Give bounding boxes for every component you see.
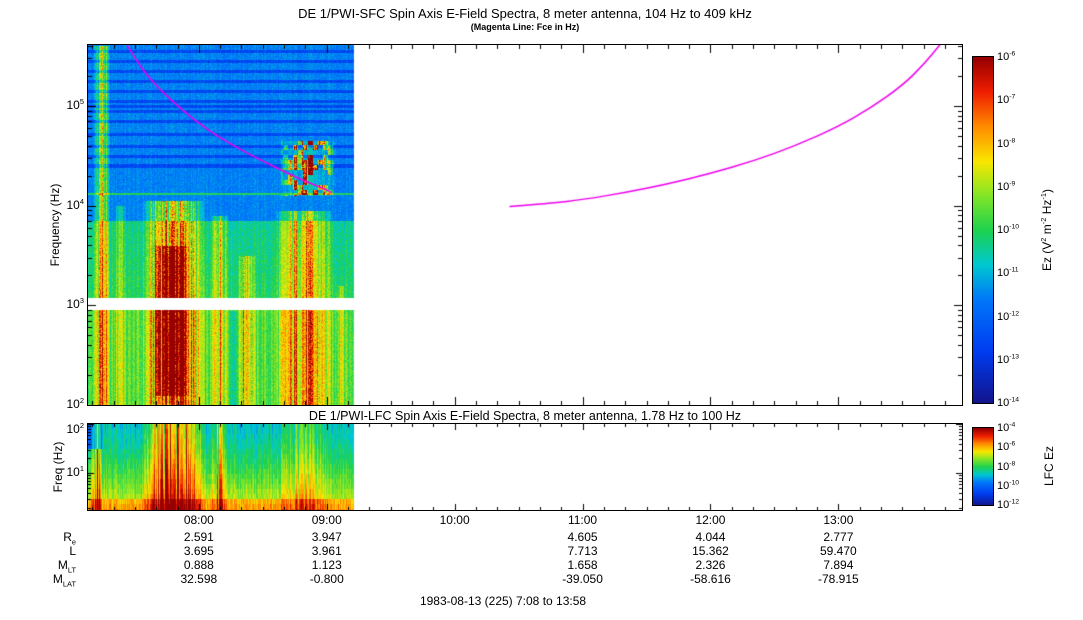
time-tick-label: 13:00 [823, 513, 854, 527]
lfc-spectrogram-canvas [88, 424, 962, 510]
time-tick-label: 08:00 [183, 513, 214, 527]
lfc-title: DE 1/PWI-LFC Spin Axis E-Field Spectra, … [308, 409, 742, 423]
sfc-ylabel: Frequency (Hz) [48, 183, 62, 267]
ephemeris-value: 1.123 [311, 558, 342, 572]
ephemeris-value: -0.800 [309, 572, 344, 586]
sfc-colorbar-label: Ez (V2 m-2 Hz-1) [1039, 188, 1054, 272]
figure-footer: 1983-08-13 (225) 7:08 to 13:58 [419, 594, 587, 608]
sfc-title: DE 1/PWI-SFC Spin Axis E-Field Spectra, … [298, 6, 752, 21]
lfc-colorbar-tick-label: 10-4 [997, 421, 1016, 434]
lfc-ytick-label: 102 [66, 421, 85, 436]
lfc-colorbar-tick-label: 10-10 [997, 479, 1020, 492]
ephemeris-value: -78.915 [818, 572, 859, 586]
ephemeris-value: 0.888 [183, 558, 214, 572]
ephemeris-value: 7.713 [567, 544, 598, 558]
ephemeris-row-label: L [69, 544, 76, 558]
sfc-colorbar-tick-label: 10-11 [997, 266, 1019, 280]
ephemeris-value: 2.777 [823, 530, 854, 544]
ephemeris-value: 4.605 [567, 530, 598, 544]
lfc-colorbar [972, 427, 994, 506]
sfc-panel [87, 44, 963, 406]
sfc-colorbar-tick-label: 10-6 [997, 50, 1016, 63]
ephemeris-value: 3.947 [311, 530, 342, 544]
sfc-ytick-label: 103 [66, 296, 85, 312]
ephemeris-value: 1.658 [567, 558, 598, 572]
sfc-colorbar-tick-label: 10-14 [997, 396, 1020, 409]
ephemeris-value: 3.695 [183, 544, 214, 558]
sfc-colorbar-tick-label: 10-8 [997, 136, 1016, 150]
ephemeris-value: 7.894 [823, 558, 854, 572]
lfc-colorbar-tick-label: 10-12 [997, 498, 1020, 511]
lfc-panel [87, 423, 963, 511]
ephemeris-value: -39.050 [562, 572, 603, 586]
sfc-ytick-label: 102 [66, 396, 85, 411]
sfc-colorbar-tick-label: 10-12 [997, 309, 1020, 323]
sfc-colorbar-tick-label: 10-7 [997, 93, 1016, 107]
sfc-subtitle: (Magenta Line: Fce in Hz) [470, 22, 580, 32]
sfc-colorbar [972, 56, 994, 404]
time-tick-label: 11:00 [567, 513, 598, 527]
lfc-colorbar-label: LFC Ez [1042, 445, 1056, 487]
ephemeris-value: 2.326 [695, 558, 726, 572]
ephemeris-value: -58.616 [690, 572, 731, 586]
sfc-colorbar-tick-label: 10-10 [997, 223, 1020, 236]
sfc-spectrogram-canvas [88, 45, 962, 405]
sfc-ytick-label: 104 [66, 196, 85, 212]
time-tick-label: 12:00 [695, 513, 726, 527]
lfc-colorbar-tick-label: 10-6 [997, 440, 1016, 454]
ephemeris-value: 4.044 [695, 530, 726, 544]
ephemeris-value: 3.961 [311, 544, 342, 558]
ephemeris-row-label: MLAT [52, 572, 76, 589]
ephemeris-row-label: Re [63, 530, 76, 547]
sfc-ytick-label: 105 [66, 96, 85, 112]
lfc-colorbar-tick-label: 10-8 [997, 459, 1016, 473]
ephemeris-row-label: MLT [57, 558, 76, 575]
time-tick-label: 10:00 [439, 513, 470, 527]
sfc-colorbar-tick-label: 10-9 [997, 180, 1016, 193]
lfc-ylabel: Freq (Hz) [51, 441, 65, 493]
time-tick-label: 09:00 [311, 513, 342, 527]
sfc-colorbar-canvas [973, 57, 993, 403]
ephemeris-value: 59.470 [820, 544, 857, 558]
lfc-colorbar-canvas [973, 428, 993, 505]
sfc-colorbar-tick-label: 10-13 [997, 353, 1020, 366]
ephemeris-value: 32.598 [180, 572, 218, 586]
ephemeris-value: 15.362 [692, 544, 729, 558]
ephemeris-value: 2.591 [183, 530, 214, 544]
